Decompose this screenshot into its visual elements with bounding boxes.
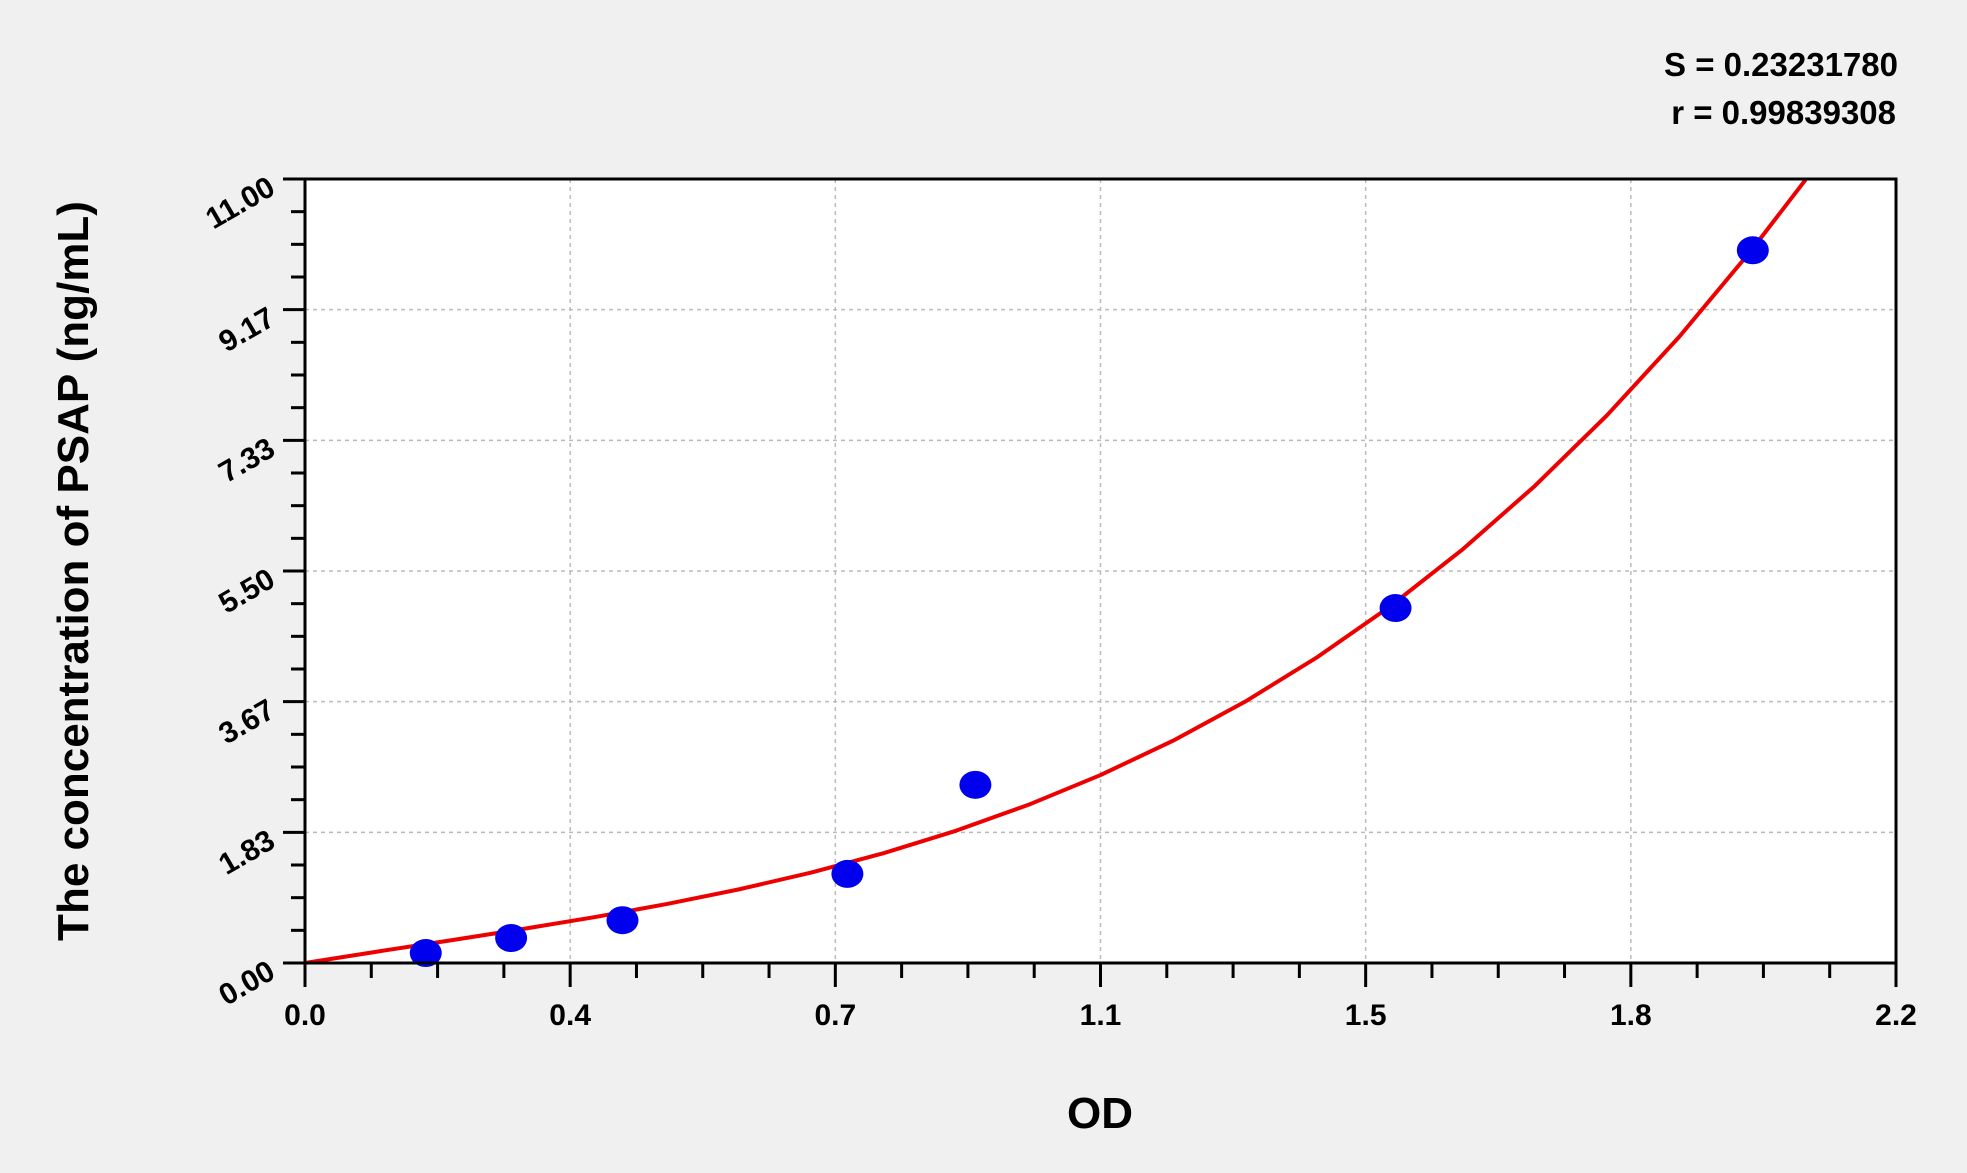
data-point — [1736, 236, 1769, 265]
x-tick-label: 1.1 — [1080, 999, 1122, 1032]
x-tick-label: 1.8 — [1610, 999, 1652, 1032]
grid-lines — [305, 179, 1896, 963]
data-point — [606, 906, 639, 935]
stat-r: r = 0.99839308 — [1671, 94, 1896, 131]
data-point — [831, 859, 864, 888]
y-tick-label: 5.50 — [213, 562, 280, 620]
y-tick-label: 11.00 — [200, 170, 280, 235]
x-tick-labels: 0.0 0.4 0.7 1.1 1.5 1.8 2.2 — [284, 999, 1917, 1032]
x-tick-label: 0.0 — [284, 999, 326, 1032]
x-tick-label: 0.4 — [549, 999, 591, 1032]
x-tick-label: 2.2 — [1875, 999, 1917, 1032]
x-axis-title: OD — [1067, 1089, 1133, 1138]
y-tick-label: 3.67 — [213, 693, 280, 751]
fit-curve-line — [304, 178, 1808, 965]
axis-ticks — [283, 177, 1898, 987]
x-tick-label: 0.7 — [814, 999, 856, 1032]
y-tick-label: 1.83 — [213, 824, 280, 882]
y-tick-label: 9.17 — [213, 301, 280, 359]
data-point — [1379, 594, 1412, 623]
y-tick-label: 7.33 — [213, 432, 280, 490]
data-point — [495, 924, 528, 953]
y-axis-title: The concentration of PSAP (ng/mL) — [49, 201, 98, 941]
data-points — [409, 236, 1769, 968]
x-tick-label: 1.5 — [1345, 999, 1387, 1032]
stat-s: S = 0.23231780 — [1664, 46, 1898, 83]
data-point — [959, 770, 992, 799]
y-tick-label: 0.00 — [213, 954, 280, 1012]
plot-frame — [303, 177, 1898, 965]
y-tick-labels: 0.00 1.83 3.67 5.50 7.33 9.17 11.00 — [200, 170, 280, 1012]
data-point — [409, 939, 442, 968]
